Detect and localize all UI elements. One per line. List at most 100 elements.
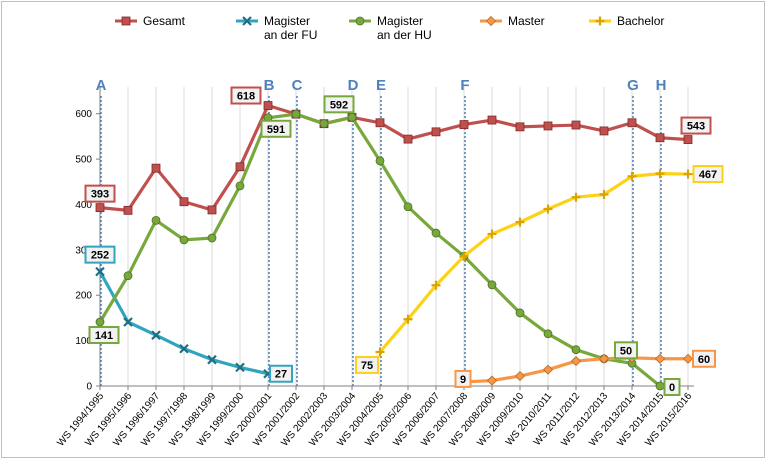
value-callout-label: 141 [95,330,113,342]
data-point [375,347,385,357]
data-point [515,217,525,227]
data-point [599,189,609,199]
data-point [235,362,245,373]
legend-label: Master [508,14,545,28]
value-callout-label: 0 [669,382,675,394]
value-callout-label: 467 [699,169,717,181]
data-point [207,205,217,215]
value-callout: 543 [680,116,712,135]
value-callout-label: 60 [698,354,710,366]
data-point [95,266,105,277]
data-point [95,203,105,213]
legend-item: Bachelor [589,14,664,28]
value-callout-box [355,355,379,374]
data-point [242,16,252,26]
value-callout-box [680,116,712,135]
data-point [571,192,581,202]
value-callout-box [88,326,120,345]
data-point [459,120,469,129]
data-point [151,330,161,340]
y-tick-label: 600 [75,109,92,120]
value-callout: 467 [692,165,724,184]
data-point [123,205,133,215]
data-point [570,355,582,367]
data-point [485,15,497,27]
value-callout-label: 75 [361,360,373,372]
data-point [543,329,553,339]
value-callout: 618 [230,86,262,105]
value-callout: 141 [88,326,120,345]
data-point [627,171,637,181]
legend-item: Master [480,14,545,28]
event-marker-label: C [292,77,303,94]
value-callout-label: 9 [460,374,466,386]
data-point [431,280,441,290]
data-point [431,127,441,137]
value-callout: 592 [323,95,355,114]
value-callout-label: 27 [275,369,287,381]
value-callout-box [692,165,724,184]
value-callout: 75 [355,355,379,374]
value-callout-box [269,364,293,383]
data-point [319,119,329,129]
data-point [543,121,553,131]
series-line [378,172,690,354]
y-tick-label: 500 [75,155,92,166]
data-point [515,308,525,318]
value-callout: 591 [260,119,292,138]
event-marker-label: G [627,77,639,94]
value-callout: 27 [269,364,293,383]
value-callout-box [230,86,262,105]
event-marker-label: B [264,77,275,94]
value-callout-box [692,349,716,368]
data-point [655,381,665,391]
y-tick-label: 200 [75,291,92,302]
value-callout-box [454,369,472,388]
data-point [123,271,133,281]
data-point [263,101,273,110]
event-marker-label: A [96,77,107,94]
series-gesamt [95,101,693,215]
data-point [487,115,497,125]
value-callout-box [84,184,116,203]
data-point [514,370,526,382]
value-callout: 0 [663,378,681,396]
data-point [355,16,365,26]
data-point [291,109,301,119]
data-point [123,317,133,327]
value-callout: 393 [84,184,116,203]
data-point [431,228,441,238]
event-marker-label: D [348,77,359,94]
data-point [347,112,357,122]
data-point [654,353,666,364]
data-point [542,364,554,375]
value-callout-label: 618 [237,91,255,103]
value-callout-box [663,378,681,396]
data-point [235,181,245,191]
data-point [655,169,665,179]
legend-label: Bachelor [617,14,664,28]
data-point [207,354,217,365]
value-callout-label: 50 [620,345,632,357]
legend-label: an der FU [264,28,317,42]
value-callout-box [260,119,292,138]
series-magister-an-der-fu [95,266,273,379]
data-point [151,163,161,173]
data-point [179,235,189,245]
data-point [487,229,497,239]
y-tick-label: 100 [75,336,92,347]
data-point [179,344,189,354]
legend-item: Gesamt [115,14,186,28]
series-layer [95,101,694,391]
data-point [598,353,610,364]
data-point [403,134,413,144]
data-point [571,345,581,355]
event-marker-label: H [656,77,667,94]
legend-label: an der HU [377,28,432,42]
chart-frame: 0 100 200 300 400 500 600 WS 1994/1995 WS 1995/1… [1,1,765,458]
y-tick-label: 300 [75,245,92,256]
data-point [599,126,609,136]
